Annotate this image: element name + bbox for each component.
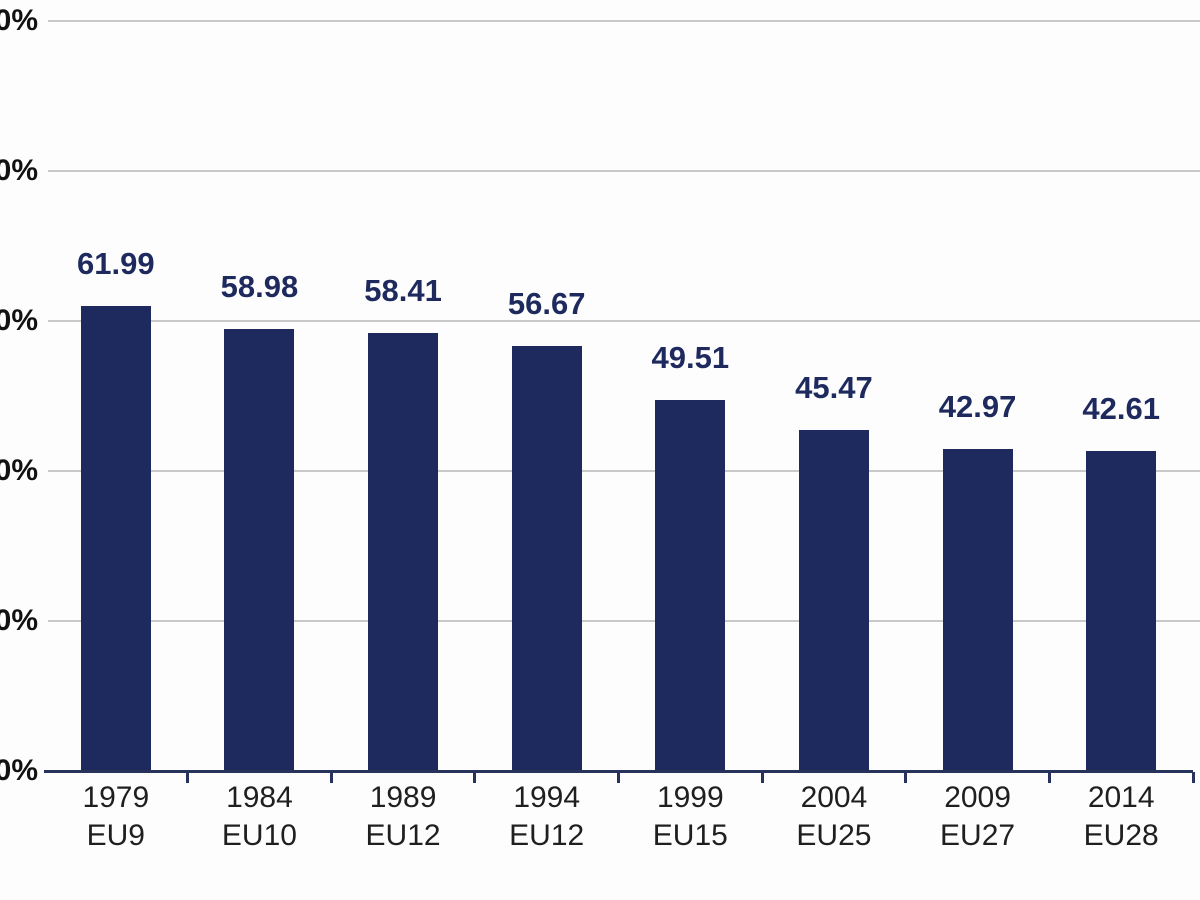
x-axis-tick-3 <box>473 772 477 783</box>
gridline-100pct <box>48 20 1200 22</box>
bar-value-label-1989: 58.41 <box>364 272 442 308</box>
x-axis-label-1984: 1984 EU10 <box>187 779 331 855</box>
x-axis-year: 2004 <box>800 781 868 814</box>
bar-value-label-2014: 42.61 <box>1082 391 1160 427</box>
gridline-40pct <box>48 470 1200 472</box>
x-axis-year: 2009 <box>944 781 1011 814</box>
bar-1994 <box>511 345 582 770</box>
x-axis-eu-membership: EU12 <box>365 819 441 852</box>
y-axis-label-80pct: 80% <box>0 154 38 187</box>
x-axis-eu-membership: EU12 <box>509 819 585 852</box>
x-axis-eu-membership: EU25 <box>796 819 872 852</box>
bar-2009 <box>942 448 1013 770</box>
gridline-80pct <box>48 170 1200 172</box>
gridline-20pct <box>48 620 1200 622</box>
bar-1984 <box>224 328 295 770</box>
bar-value-label-2009: 42.97 <box>938 388 1017 424</box>
x-axis-year: 1999 <box>656 781 724 814</box>
bar-1999 <box>655 399 726 770</box>
x-axis-tick-5 <box>760 772 764 783</box>
x-axis-tick-8 <box>1191 772 1195 783</box>
bar-value-label-1984: 58.98 <box>220 268 299 304</box>
x-axis-label-2009: 2009 EU27 <box>906 779 1050 855</box>
bar-value-label-1979: 61.99 <box>77 246 155 282</box>
y-axis-label-100pct: 100% <box>0 4 38 37</box>
x-axis-label-1999: 1999 EU15 <box>618 779 762 855</box>
bar-value-label-2004: 45.47 <box>795 369 873 405</box>
x-axis-eu-membership: EU28 <box>1083 819 1159 852</box>
bar-1989 <box>368 332 439 770</box>
x-axis-line <box>44 770 1193 773</box>
gridline-60pct <box>48 320 1200 322</box>
x-axis-tick-6 <box>904 772 908 783</box>
x-axis-label-1994: 1994 EU12 <box>475 779 619 855</box>
y-axis-label-40pct: 40% <box>0 454 38 487</box>
y-axis-label-60pct: 60% <box>0 304 38 337</box>
y-axis-label-0pct: 0% <box>0 754 38 787</box>
bar-2014 <box>1086 451 1157 770</box>
x-axis-label-2004: 2004 EU25 <box>762 779 906 855</box>
x-axis-label-2014: 2014 EU28 <box>1049 779 1193 855</box>
x-axis-eu-membership: EU9 <box>86 819 145 852</box>
x-axis-tick-7 <box>1047 772 1051 783</box>
x-axis-tick-1 <box>186 772 190 783</box>
bar-2004 <box>798 429 869 770</box>
x-axis-label-1989: 1989 EU12 <box>331 779 475 855</box>
x-axis-tick-4 <box>617 772 620 783</box>
x-axis-year: 1994 <box>513 781 581 814</box>
x-axis-year: 1979 <box>82 781 150 814</box>
x-axis-year: 1989 <box>369 781 437 814</box>
y-axis-label-20pct: 20% <box>0 604 38 637</box>
x-axis-label-1979: 1979 EU9 <box>44 779 188 855</box>
x-axis-year: 2014 <box>1087 781 1155 814</box>
x-axis-eu-membership: EU27 <box>940 819 1016 852</box>
bar-1979 <box>80 306 151 770</box>
x-axis-tick-2 <box>329 772 333 783</box>
x-axis-eu-membership: EU15 <box>652 819 728 852</box>
x-axis-eu-membership: EU10 <box>221 819 297 852</box>
bar-value-label-1999: 49.51 <box>651 339 730 375</box>
bar-value-label-1994: 56.67 <box>507 285 586 321</box>
x-axis-year: 1984 <box>226 781 293 814</box>
